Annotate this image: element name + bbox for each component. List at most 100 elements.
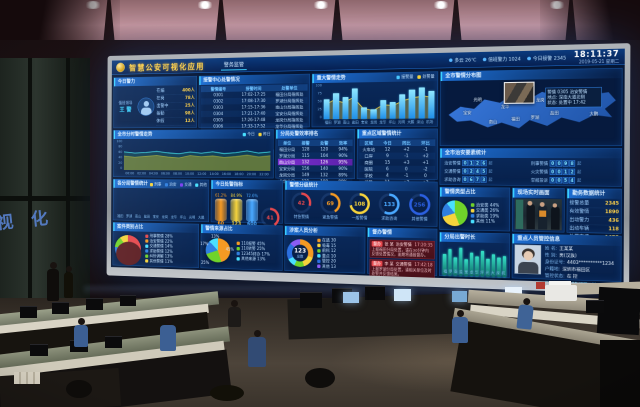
table-cell: 95% <box>338 159 348 165</box>
legend-label: 处警量 <box>422 73 435 79</box>
legend-swatch <box>470 214 475 218</box>
gauge-ring: 256 <box>408 193 431 216</box>
district-label: 罗湖 <box>530 114 540 120</box>
digit-box: 5 <box>562 177 569 184</box>
stat-value: 2345 <box>605 200 619 207</box>
legend-swatch <box>236 246 240 251</box>
digit-box: 1 <box>562 168 569 176</box>
table-cell: 0306 <box>213 123 224 129</box>
legend-swatch <box>470 208 475 213</box>
table-cell: +3 <box>403 159 410 166</box>
table-cell: +2 <box>422 153 429 159</box>
legend-swatch <box>470 203 475 207</box>
district-label: 光明 <box>473 97 482 102</box>
alert-name: 张 某 <box>384 241 394 247</box>
table-cell: 龙岗分局指挥处 <box>275 117 304 123</box>
legend-item: 今日 <box>242 132 255 137</box>
stat-label: 刑事警情 <box>530 160 549 166</box>
photo-figure-head <box>539 202 545 207</box>
pie-3d-wrap <box>114 234 142 266</box>
legend-swatch <box>236 251 240 256</box>
stat-label: 备勤 <box>156 111 165 116</box>
table-cell: 罗湖分局指挥处 <box>275 98 304 104</box>
cylinder <box>230 198 243 222</box>
pie-source-wrap: 45% 25% 17% 13% <box>200 234 234 266</box>
panel-live-photo: 现场实时画面 <box>511 187 565 233</box>
text-line: 80 <box>118 144 123 149</box>
person-info: 姓 名: 王某某性 别: 男(汉族) 身份证号: 4403**********1234 户… <box>545 245 619 284</box>
pie-case-body: 刑事警情 28% 治安警情 22% 交通警情 14% 求助警情 12% 纠纷调解 13%… <box>114 232 197 266</box>
ceiling-light <box>432 1 450 9</box>
x-axis: 福田 罗湖 南山 盐田 宝安 龙岗 龙华 坪山 光明 大鹏 深汕 机场 <box>324 119 435 125</box>
table-cell: 89% <box>338 172 348 178</box>
duty-name: 王 警 <box>119 106 132 113</box>
axis-tick: 福田 <box>324 120 332 125</box>
bar <box>418 87 425 119</box>
legend-swatch <box>417 75 421 79</box>
table-cell: 南山分局 <box>279 159 296 165</box>
event-photo-popup[interactable] <box>503 81 535 104</box>
table-cell: +2 <box>403 146 410 152</box>
stat-unit: 起 <box>488 169 493 174</box>
cylinder-percent: 84.9% <box>230 193 243 199</box>
panel-rank-b: 重点区域警情统计 区域 今日 同比 环比 火车站 12 +2 -1 口岸 9 -1 +2 商圈 15 +3 +… <box>356 128 438 186</box>
axis-tick: 光明 <box>397 120 405 125</box>
text-line: 0 <box>120 166 123 170</box>
panel-cylinders: 今日处警指标 61.2%60当日接警84.9%123当日处警72.6%600当日… <box>210 179 283 232</box>
text-line: 50 <box>317 99 322 104</box>
district-label: 大鹏 <box>589 111 599 117</box>
district-label: 龙岗 <box>535 97 545 103</box>
photo-figure <box>550 206 560 230</box>
avatar-head <box>143 100 150 107</box>
legend-label: 交通 <box>184 182 192 187</box>
stack-legend: 刑事 治安 交通 其他 <box>149 182 207 188</box>
table-cell: 17:26-17:48 <box>241 117 266 123</box>
axis-tick: 机 <box>501 271 506 276</box>
stat-label: 出动警力 <box>569 217 590 223</box>
panel-stacked-bars: 各分局警情统计 刑事 治安 交通 其他 福田 罗湖 南山 盐田 宝安 龙岗 龙华 坪山 光明 大鹏 <box>112 178 210 223</box>
pie-legend: 治安类 44% 交通类 26% 求助类 19% 其他 11% <box>470 202 499 224</box>
tab-police-supervision[interactable]: 警务监管 <box>221 59 247 71</box>
table-cell: 140 <box>320 166 329 172</box>
gauge-label: 其他警情 <box>411 216 428 222</box>
alert-type: 治安警情 <box>395 242 412 248</box>
legend-item: 昨日 <box>258 132 271 137</box>
panel-map: 全市警情分布图 光明宝安龙华龙岗坪山大鹏盐田罗湖福田南山 警情 0305 治安警… <box>439 67 623 146</box>
digit-box: 2 <box>468 168 475 175</box>
mainbars-plot <box>323 83 435 120</box>
quick-stat-text: 多云 26℃ <box>454 57 477 64</box>
field-value: 在 控 <box>566 273 578 280</box>
table-cell: 132 <box>320 172 329 178</box>
stat-unit: 起 <box>577 169 582 175</box>
table-cell: 90% <box>338 153 348 159</box>
pie-callout: 45% <box>225 246 234 252</box>
axis-tick: 12:00 <box>197 171 207 176</box>
portrait-face <box>523 250 534 261</box>
column-header: 处警 <box>320 140 329 146</box>
video-wall-screen: 智慧公安可视化应用 警务监管 ● 多云 26℃ ● 值班警力 1024 ● 今日接警 23… <box>110 48 625 285</box>
stat-label: 在编 <box>156 88 165 94</box>
person-officer <box>74 318 88 347</box>
column-header: 接警时间 <box>245 86 262 92</box>
scene-photo[interactable] <box>514 198 562 231</box>
panel-title: 勤务数据统计 <box>567 188 622 199</box>
alert-time: 17:20:35 <box>414 242 433 248</box>
axis-tick: 大鹏 <box>198 215 205 220</box>
axis-tick: 宝安 <box>152 214 159 219</box>
table-cell: 商圈 <box>364 160 373 166</box>
column-header: 效率 <box>338 140 348 146</box>
axis-tick: 罗湖 <box>126 214 133 219</box>
photo-door <box>515 199 524 230</box>
digit-box: 4 <box>474 168 481 175</box>
panel-broadcast: 勤务数据统计 接警总量2345有效警情1890出动警力436出动车辆118处置完… <box>566 188 622 243</box>
donut-chart: 123 总数 <box>286 238 314 268</box>
table-cell: 南山分局指挥处 <box>275 104 304 110</box>
quick-stat: ● 多云 26℃ <box>449 56 476 63</box>
alert-type: 交通警情 <box>395 261 412 267</box>
axis-tick: 龙岗 <box>161 214 168 219</box>
chair <box>210 385 244 401</box>
